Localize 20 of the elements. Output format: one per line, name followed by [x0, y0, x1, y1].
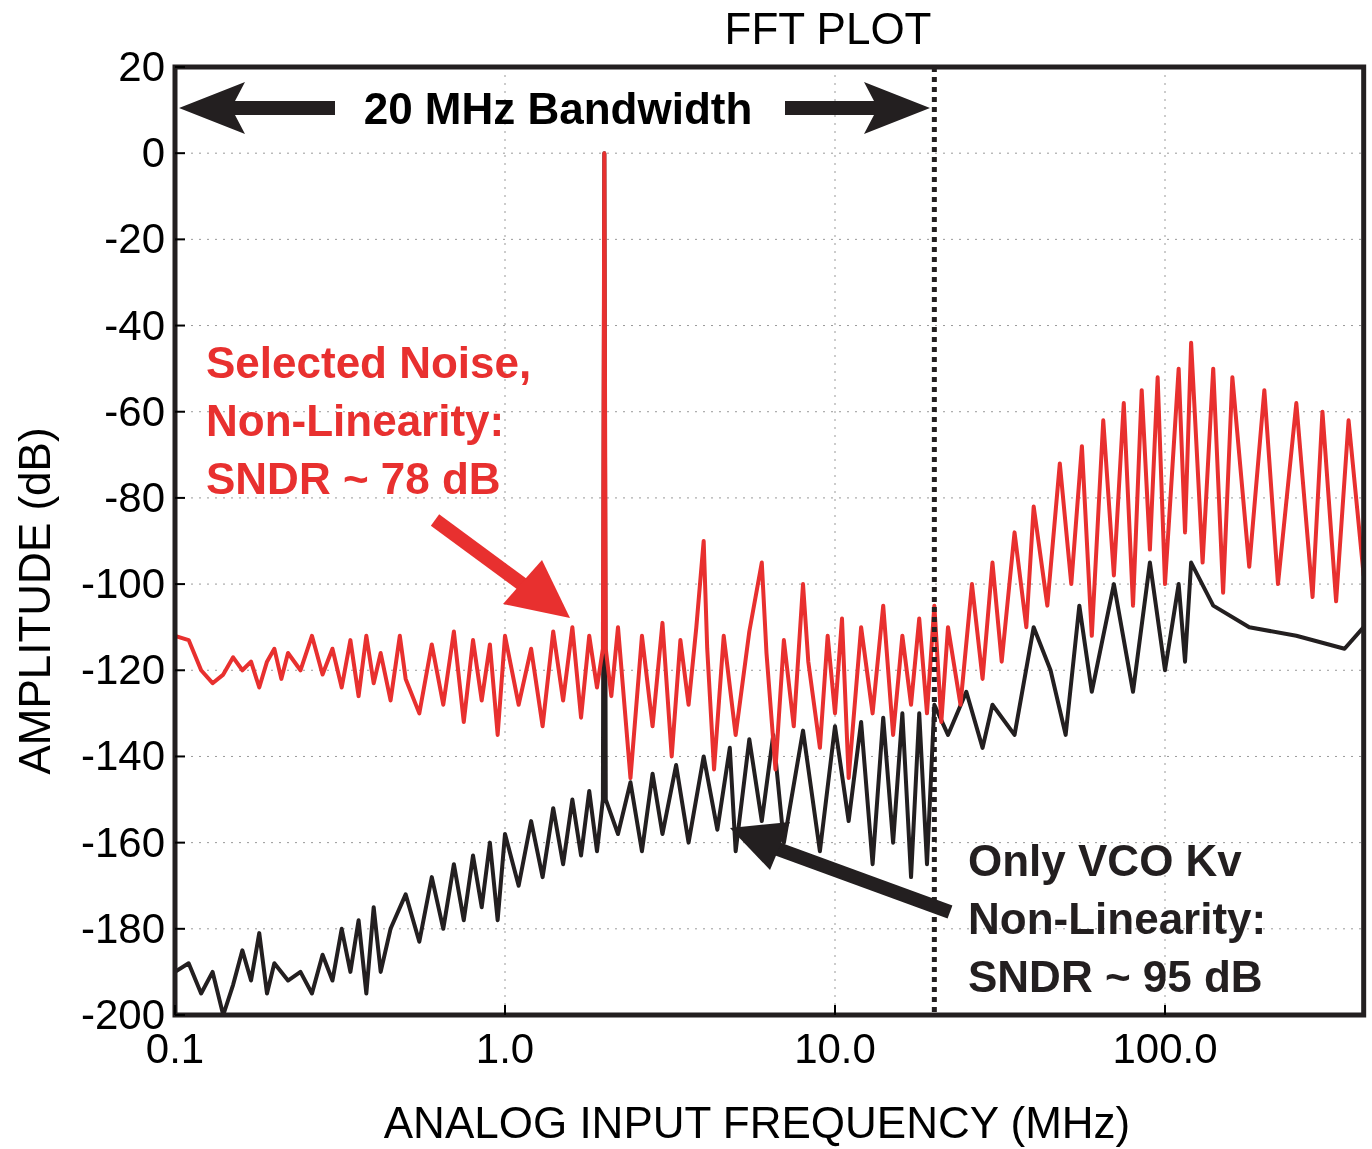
y-tick-label: 0	[141, 129, 165, 177]
annotation: 20 MHz Bandwidth	[363, 84, 753, 133]
x-axis-title: ANALOG INPUT FREQUENCY (MHz)	[383, 1098, 1131, 1147]
y-tick-label: -140	[80, 732, 165, 780]
y-tick-label: -80	[104, 473, 165, 521]
y-tick-label: -60	[104, 387, 165, 435]
y-axis-title: AMPLITUDE (dB)	[10, 427, 59, 775]
y-tick-label: -20	[104, 215, 165, 263]
annotation: Only VCO Kv Non-Linearity: SNDR ~ 95 dB	[968, 836, 1267, 1001]
y-tick-label: -100	[80, 560, 165, 608]
y-tick-label: -120	[80, 646, 165, 694]
y-tick-label: -160	[80, 818, 165, 866]
annotation: Selected Noise, Non-Linearity: SNDR ~ 78 dB	[206, 338, 532, 503]
x-tick-label: 1.0	[475, 1025, 535, 1072]
y-tick-label: -40	[104, 301, 165, 349]
x-tick-label: 10.0	[794, 1025, 876, 1072]
y-tick-label: 20	[118, 43, 165, 90]
chart-title: FFT PLOT	[724, 4, 932, 53]
x-tick-label: 100.0	[1112, 1025, 1218, 1072]
y-tick-label: -180	[80, 904, 165, 952]
